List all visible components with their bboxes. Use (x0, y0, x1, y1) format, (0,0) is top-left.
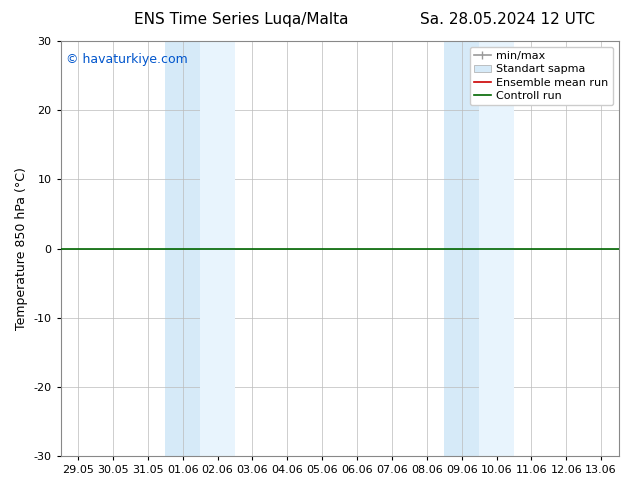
Text: ENS Time Series Luqa/Malta: ENS Time Series Luqa/Malta (134, 12, 348, 27)
Bar (165, 41, 235, 456)
Text: © havaturkiye.com: © havaturkiye.com (67, 53, 188, 67)
Bar (444, 41, 514, 456)
Y-axis label: Temperature 850 hPa (°C): Temperature 850 hPa (°C) (15, 167, 28, 330)
Bar (200, 41, 235, 456)
Bar (479, 41, 514, 456)
Legend: min/max, Standart sapma, Ensemble mean run, Controll run: min/max, Standart sapma, Ensemble mean r… (470, 47, 613, 105)
Text: Sa. 28.05.2024 12 UTC: Sa. 28.05.2024 12 UTC (420, 12, 595, 27)
